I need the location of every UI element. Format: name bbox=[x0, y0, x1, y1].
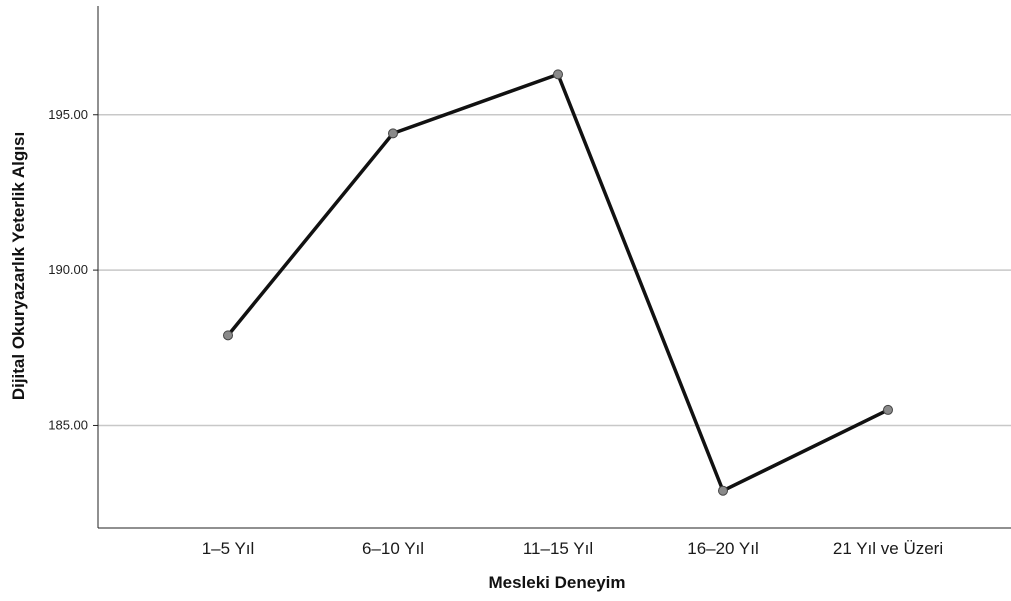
data-point-0-2 bbox=[553, 69, 563, 80]
x-axis-title: Mesleki Deneyim bbox=[488, 573, 625, 592]
y-tick-label-2: 195.00 bbox=[48, 107, 88, 122]
series-lines bbox=[226, 72, 890, 493]
x-tick-label-4: 21 Yıl ve Üzeri bbox=[833, 539, 943, 558]
series-line-0 bbox=[226, 72, 890, 493]
data-point-0-3 bbox=[718, 485, 728, 496]
data-point-0-1 bbox=[388, 128, 398, 139]
y-axis-title: Dijital Okuryazarlık Yeterlik Algısı bbox=[9, 132, 28, 400]
gridlines bbox=[93, 114, 1011, 427]
y-tick-label-1: 190.00 bbox=[48, 262, 88, 277]
data-point-0-0 bbox=[223, 330, 233, 341]
x-tick-label-1: 6–10 Yıl bbox=[362, 539, 424, 558]
y-tick-label-0: 185.00 bbox=[48, 417, 88, 432]
data-point-0-4 bbox=[883, 404, 893, 415]
series-markers bbox=[223, 69, 893, 496]
x-tick-label-0: 1–5 Yıl bbox=[202, 539, 255, 558]
x-tick-label-3: 16–20 Yıl bbox=[687, 539, 759, 558]
axes bbox=[97, 6, 1011, 529]
x-tick-label-2: 11–15 Yıl bbox=[523, 539, 593, 558]
x-tick-labels: 1–5 Yıl 6–10 Yıl 11–15 Yıl 16–20 Yıl 21 Yıl … bbox=[202, 539, 943, 558]
y-tick-labels: 185.00 190.00 195.00 bbox=[48, 107, 88, 433]
